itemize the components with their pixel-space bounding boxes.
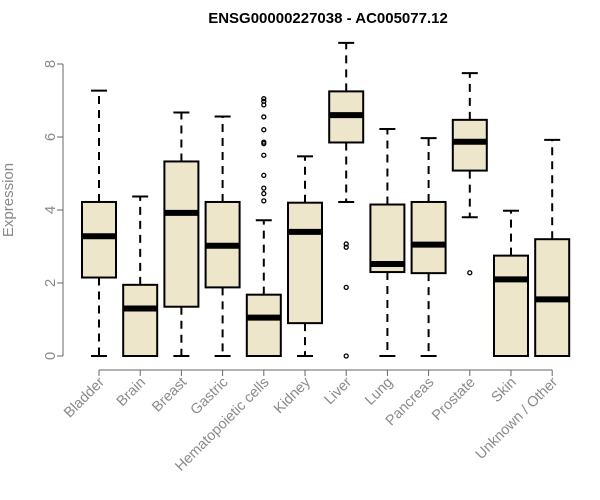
box-iqr bbox=[81, 200, 117, 279]
outlier-point bbox=[261, 198, 267, 204]
y-axis-label: Expression bbox=[0, 163, 17, 237]
x-tick-label: Brain bbox=[114, 375, 149, 410]
box-liver bbox=[328, 41, 365, 359]
y-tick-label: 6 bbox=[42, 133, 59, 141]
box-pancreas bbox=[410, 137, 447, 357]
outlier-point bbox=[343, 241, 349, 247]
x-tick-label: Breast bbox=[149, 375, 190, 416]
outlier-point bbox=[343, 244, 349, 250]
x-tick-label: Bladder bbox=[61, 374, 108, 421]
x-tick-label: Lung bbox=[362, 375, 396, 409]
x-tick-label: Prostate bbox=[429, 375, 478, 424]
y-tick-label: 0 bbox=[42, 352, 59, 360]
outlier-point bbox=[261, 152, 267, 158]
outlier-point bbox=[261, 190, 267, 197]
x-tick-label: Skin bbox=[489, 375, 520, 406]
y-tick-label: 8 bbox=[42, 60, 59, 68]
box-lung bbox=[369, 127, 406, 357]
box-unknown-other bbox=[534, 138, 571, 357]
box-bladder bbox=[81, 89, 117, 357]
outlier-point bbox=[343, 353, 349, 359]
box-skin bbox=[493, 209, 529, 357]
box-iqr bbox=[245, 293, 282, 357]
outlier-point bbox=[467, 270, 473, 276]
box-series bbox=[81, 41, 571, 359]
outlier-point bbox=[261, 114, 267, 120]
y-tick-label: 4 bbox=[42, 206, 59, 214]
box-iqr bbox=[451, 118, 488, 172]
outlier-point bbox=[261, 127, 267, 133]
box-brain bbox=[122, 195, 159, 358]
y-axis-ticks: 0 2 4 6 8 bbox=[42, 60, 63, 360]
outlier-point bbox=[261, 185, 267, 191]
box-iqr bbox=[163, 160, 200, 308]
outlier-point bbox=[261, 139, 267, 145]
outlier-point bbox=[261, 98, 267, 104]
x-tick-label: Liver bbox=[321, 374, 355, 408]
box-gastric bbox=[204, 115, 241, 357]
box-iqr bbox=[410, 200, 447, 275]
outlier-point bbox=[261, 172, 267, 178]
chart-title: ENSG00000227038 - AC005077.12 bbox=[208, 10, 448, 27]
box-breast bbox=[163, 111, 200, 357]
x-tick-label: Kidney bbox=[271, 374, 314, 417]
box-iqr bbox=[493, 254, 529, 357]
box-iqr bbox=[287, 201, 323, 325]
box-iqr bbox=[122, 283, 159, 358]
box-kidney bbox=[287, 155, 323, 357]
y-tick-label: 2 bbox=[42, 279, 59, 287]
box-iqr bbox=[369, 203, 406, 274]
box-prostate bbox=[451, 72, 488, 276]
outlier-point bbox=[343, 284, 349, 291]
outlier-point bbox=[261, 96, 267, 102]
box-hematopoietic-cells bbox=[245, 96, 282, 357]
